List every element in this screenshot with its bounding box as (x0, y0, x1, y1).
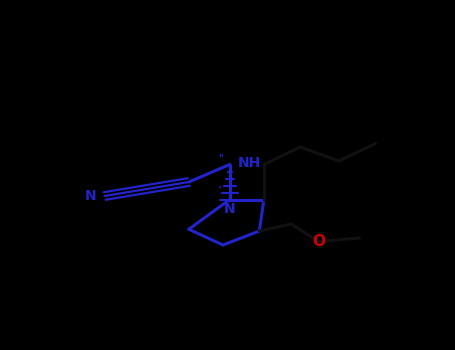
Text: NH: NH (238, 156, 261, 170)
Text: '': '' (217, 186, 222, 195)
Text: '': '' (218, 153, 224, 163)
Text: N: N (224, 202, 236, 216)
Text: N: N (85, 189, 96, 203)
Text: O: O (312, 234, 325, 249)
